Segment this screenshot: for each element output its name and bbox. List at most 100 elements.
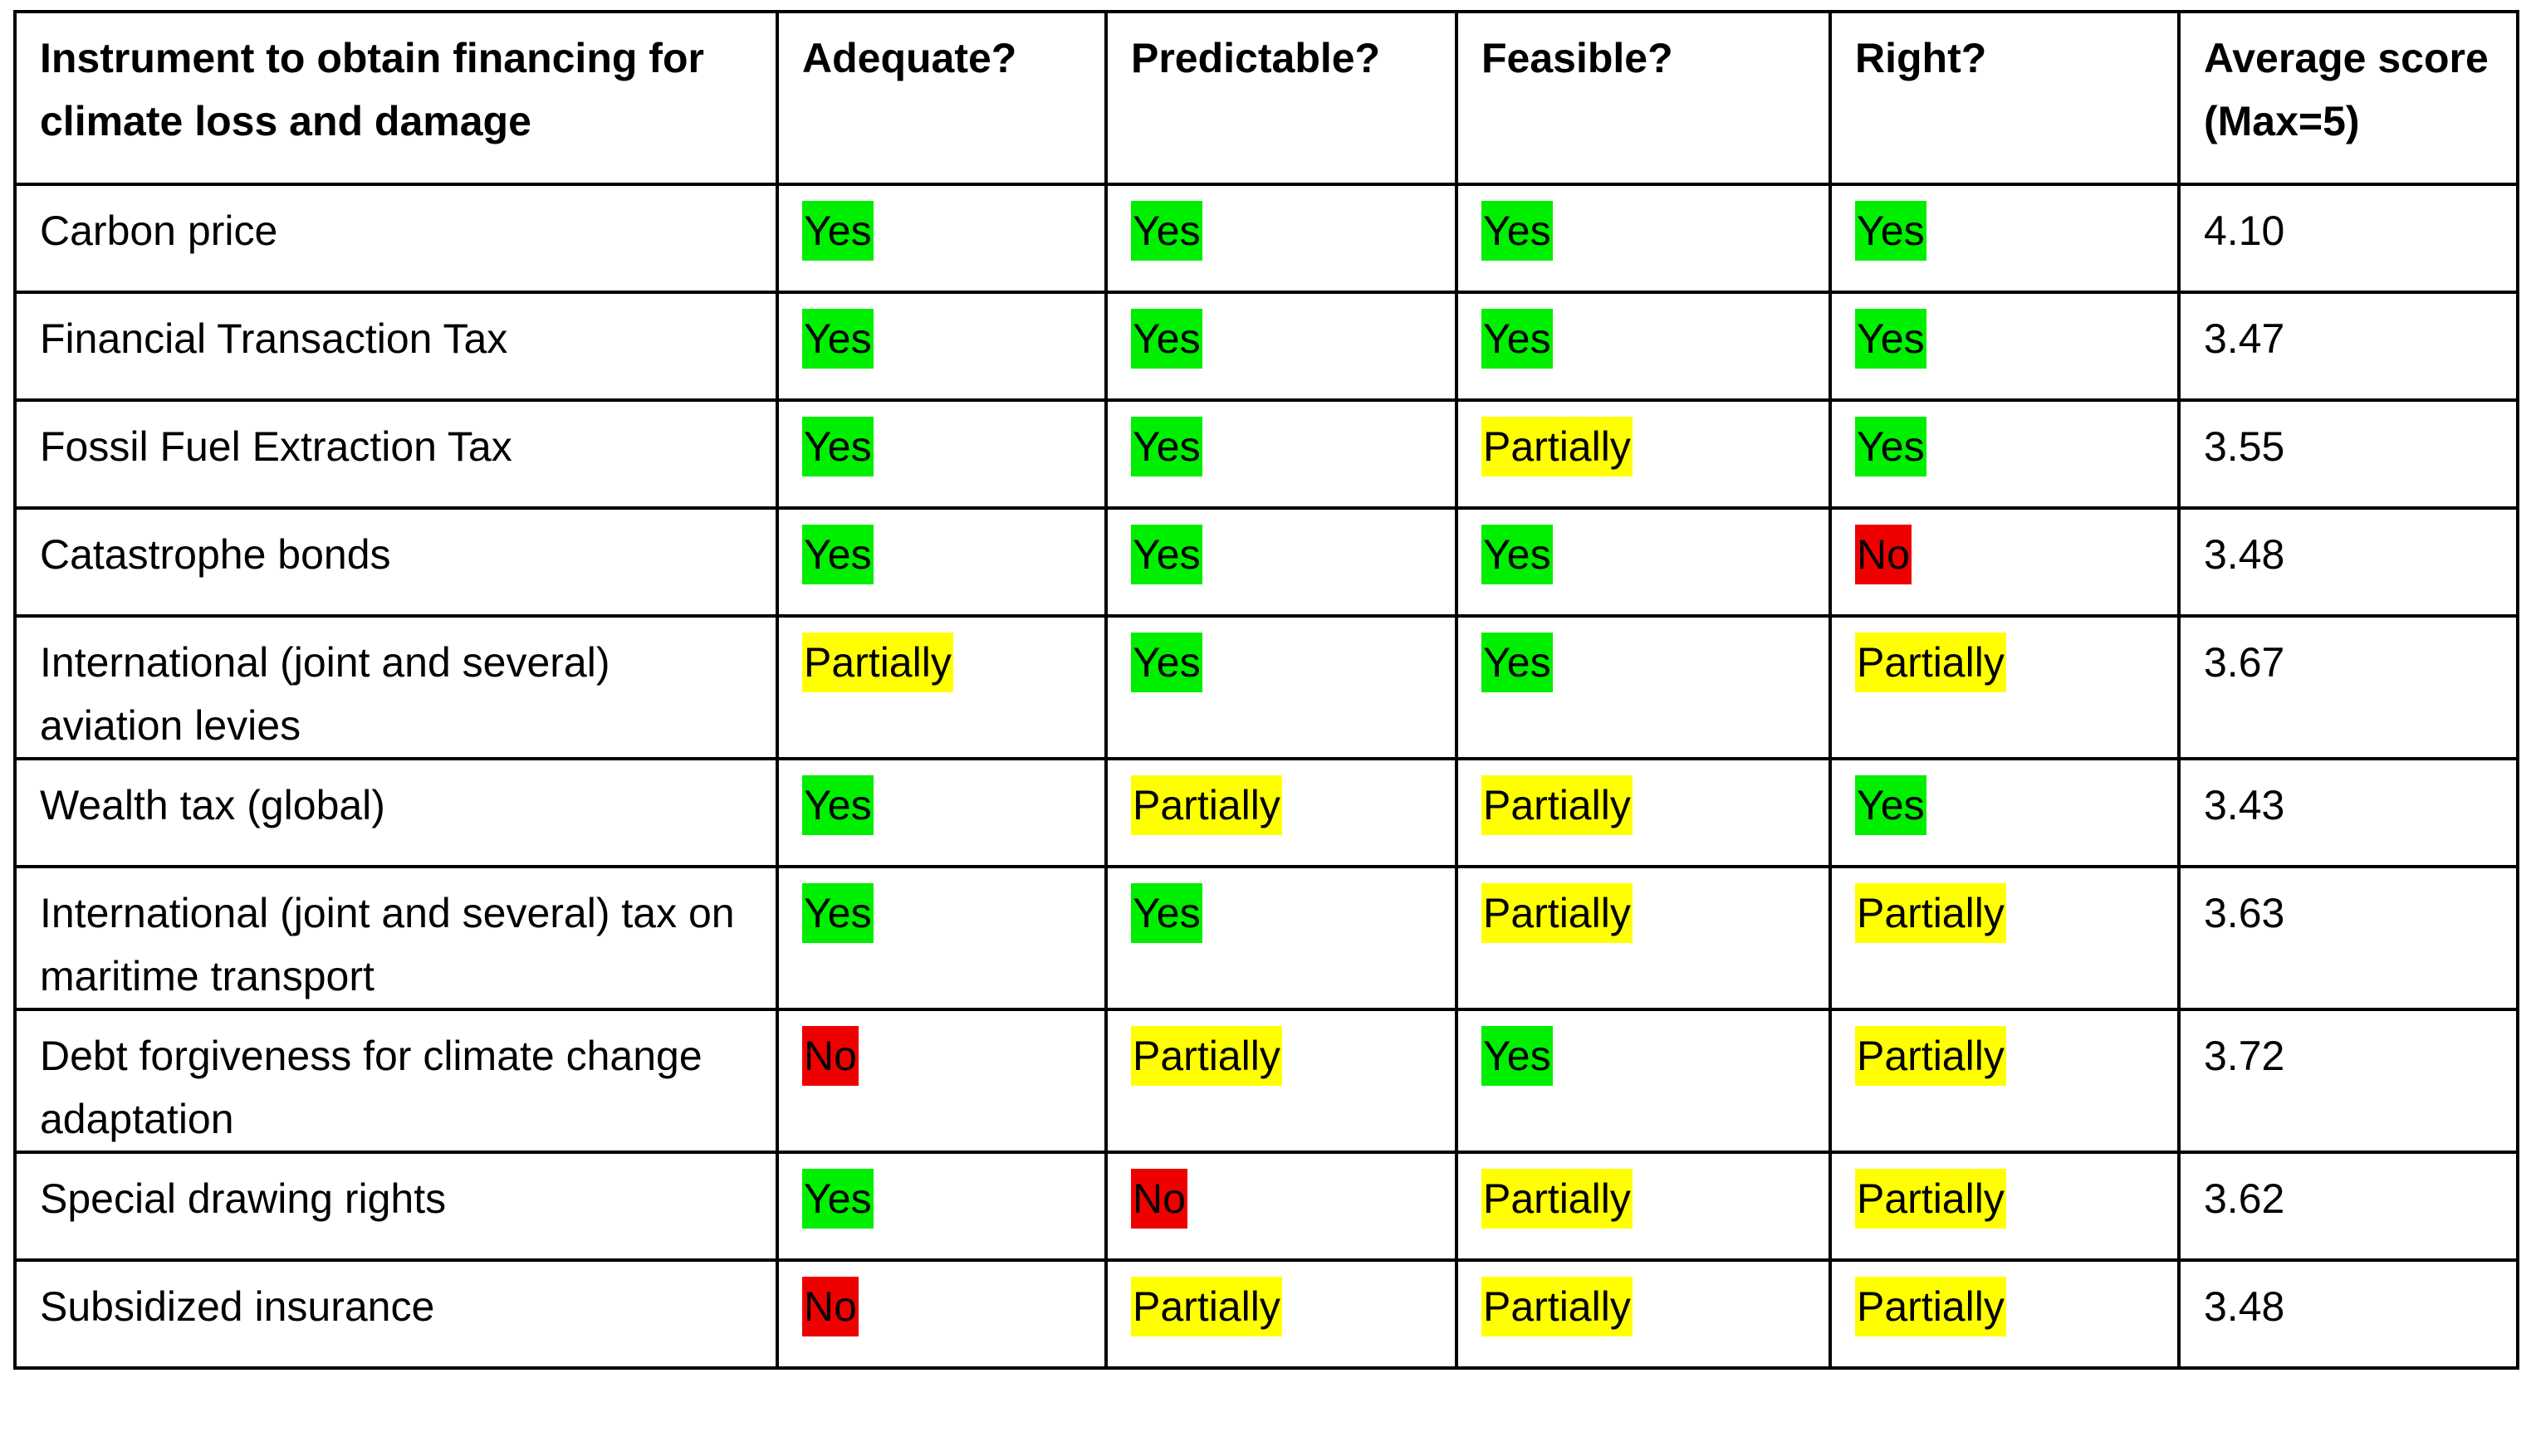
table-row: International (joint and several) aviati… xyxy=(13,614,2519,760)
rating-badge: Partially xyxy=(1855,1169,2006,1229)
rating-badge: Yes xyxy=(1855,309,1926,369)
header-row: Instrument to obtain financing for clima… xyxy=(13,10,2519,186)
predictable-cell: Partially xyxy=(1104,1008,1458,1154)
predictable-cell: Yes xyxy=(1104,398,1458,510)
rating-badge: Partially xyxy=(1131,1277,1282,1336)
rating-badge: Yes xyxy=(1481,525,1553,584)
rating-badge: Yes xyxy=(1131,883,1202,943)
rating-badge: Yes xyxy=(802,417,874,476)
rating-badge: Yes xyxy=(802,525,874,584)
adequate-cell: Yes xyxy=(776,183,1108,294)
rating-badge: Yes xyxy=(1131,309,1202,369)
rating-badge: Yes xyxy=(1855,417,1926,476)
average-score-cell: 3.63 xyxy=(2177,865,2519,1011)
table-row: Special drawing rights Yes No Partially Part… xyxy=(13,1151,2519,1262)
rating-badge: Yes xyxy=(1481,309,1553,369)
instrument-cell: International (joint and several) aviati… xyxy=(13,614,779,760)
rating-badge: Yes xyxy=(802,775,874,835)
average-score-cell: 3.55 xyxy=(2177,398,2519,510)
rating-badge: No xyxy=(1855,525,1912,584)
header-feasible: Feasible? xyxy=(1455,10,1832,186)
rating-badge: Partially xyxy=(1481,775,1633,835)
rating-badge: No xyxy=(1131,1169,1187,1229)
rating-badge: No xyxy=(802,1026,859,1086)
instrument-cell: Financial Transaction Tax xyxy=(13,291,779,402)
assessment-table: Instrument to obtain financing for clima… xyxy=(13,10,2519,1370)
predictable-cell: Yes xyxy=(1104,865,1458,1011)
rating-badge: Partially xyxy=(1481,1169,1633,1229)
feasible-cell: Partially xyxy=(1455,1258,1832,1370)
rating-badge: Partially xyxy=(1855,633,2006,692)
rating-badge: Yes xyxy=(1481,633,1553,692)
average-score-cell: 3.67 xyxy=(2177,614,2519,760)
rating-badge: Partially xyxy=(1131,775,1282,835)
feasible-cell: Yes xyxy=(1455,1008,1832,1154)
right-cell: No xyxy=(1828,506,2181,618)
feasible-cell: Partially xyxy=(1455,757,1832,868)
rating-badge: Partially xyxy=(1481,1277,1633,1336)
right-cell: Partially xyxy=(1828,1008,2181,1154)
table-row: Wealth tax (global) Yes Partially Partially… xyxy=(13,757,2519,868)
header-adequate: Adequate? xyxy=(776,10,1108,186)
predictable-cell: Yes xyxy=(1104,614,1458,760)
feasible-cell: Yes xyxy=(1455,291,1832,402)
header-predictable: Predictable? xyxy=(1104,10,1458,186)
table-header: Instrument to obtain financing for clima… xyxy=(13,10,2519,186)
rating-badge: Partially xyxy=(802,633,953,692)
table-row: Catastrophe bonds Yes Yes Yes No 3.48 xyxy=(13,506,2519,618)
right-cell: Yes xyxy=(1828,183,2181,294)
instrument-cell: International (joint and several) tax on… xyxy=(13,865,779,1011)
rating-badge: Yes xyxy=(802,1169,874,1229)
adequate-cell: Yes xyxy=(776,291,1108,402)
average-score-cell: 4.10 xyxy=(2177,183,2519,294)
feasible-cell: Yes xyxy=(1455,183,1832,294)
instrument-cell: Wealth tax (global) xyxy=(13,757,779,868)
right-cell: Partially xyxy=(1828,1258,2181,1370)
feasible-cell: Partially xyxy=(1455,398,1832,510)
rating-badge: Partially xyxy=(1855,1026,2006,1086)
average-score-cell: 3.48 xyxy=(2177,1258,2519,1370)
rating-badge: Partially xyxy=(1855,883,2006,943)
table-row: Subsidized insurance No Partially Partially… xyxy=(13,1258,2519,1370)
rating-badge: Partially xyxy=(1855,1277,2006,1336)
adequate-cell: Yes xyxy=(776,865,1108,1011)
average-score-cell: 3.47 xyxy=(2177,291,2519,402)
right-cell: Partially xyxy=(1828,614,2181,760)
average-score-cell: 3.72 xyxy=(2177,1008,2519,1154)
right-cell: Yes xyxy=(1828,291,2181,402)
right-cell: Yes xyxy=(1828,398,2181,510)
adequate-cell: Yes xyxy=(776,398,1108,510)
instrument-cell: Debt forgiveness for climate change adap… xyxy=(13,1008,779,1154)
rating-badge: Yes xyxy=(802,883,874,943)
rating-badge: Yes xyxy=(1131,525,1202,584)
table-row: Debt forgiveness for climate change adap… xyxy=(13,1008,2519,1154)
rating-badge: Yes xyxy=(1131,201,1202,261)
feasible-cell: Partially xyxy=(1455,1151,1832,1262)
instrument-cell: Carbon price xyxy=(13,183,779,294)
rating-badge: Yes xyxy=(802,201,874,261)
instrument-cell: Subsidized insurance xyxy=(13,1258,779,1370)
rating-badge: Yes xyxy=(1131,417,1202,476)
predictable-cell: Yes xyxy=(1104,183,1458,294)
average-score-cell: 3.48 xyxy=(2177,506,2519,618)
header-instrument: Instrument to obtain financing for clima… xyxy=(13,10,779,186)
rating-badge: Partially xyxy=(1131,1026,1282,1086)
predictable-cell: Yes xyxy=(1104,506,1458,618)
right-cell: Partially xyxy=(1828,865,2181,1011)
adequate-cell: No xyxy=(776,1258,1108,1370)
rating-badge: Yes xyxy=(1481,201,1553,261)
average-score-cell: 3.62 xyxy=(2177,1151,2519,1262)
right-cell: Partially xyxy=(1828,1151,2181,1262)
predictable-cell: Partially xyxy=(1104,757,1458,868)
rating-badge: Yes xyxy=(1131,633,1202,692)
adequate-cell: Yes xyxy=(776,1151,1108,1262)
rating-badge: Yes xyxy=(802,309,874,369)
header-average-score: Average score (Max=5) xyxy=(2177,10,2519,186)
feasible-cell: Yes xyxy=(1455,614,1832,760)
adequate-cell: No xyxy=(776,1008,1108,1154)
predictable-cell: Partially xyxy=(1104,1258,1458,1370)
feasible-cell: Yes xyxy=(1455,506,1832,618)
table-row: Financial Transaction Tax Yes Yes Yes Yes 3.4… xyxy=(13,291,2519,402)
rating-badge: Partially xyxy=(1481,417,1633,476)
table-row: Fossil Fuel Extraction Tax Yes Yes Partiall… xyxy=(13,398,2519,510)
